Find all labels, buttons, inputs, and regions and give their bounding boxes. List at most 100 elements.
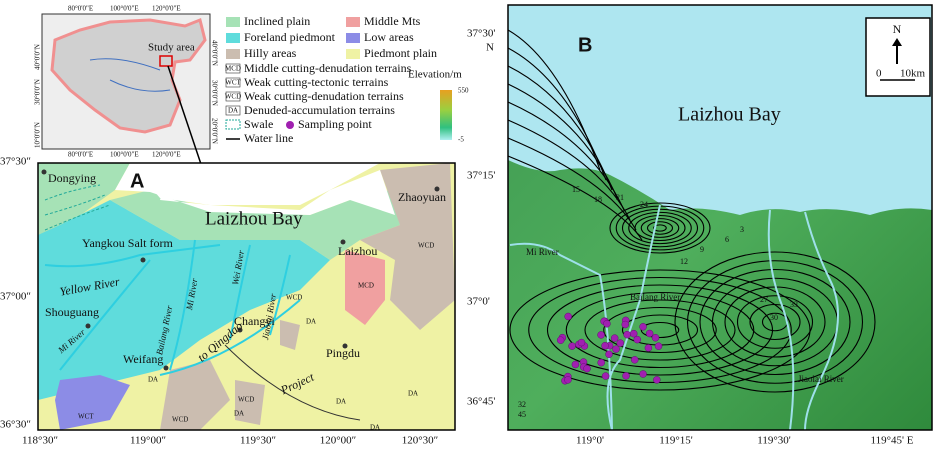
sampling-point: [577, 338, 586, 347]
sampling-point: [601, 342, 609, 350]
unit-code: WCD: [286, 294, 302, 302]
lon-label: 120°00″: [320, 435, 356, 447]
sampling-point: [610, 334, 619, 342]
unit-code: DA: [408, 390, 418, 398]
lon-label: 119°00″: [130, 435, 166, 447]
sampling-point: [616, 339, 625, 347]
place: Yangkou Salt form: [82, 236, 173, 250]
lat-label: 36°45': [467, 396, 495, 408]
contour-label: 21: [616, 193, 624, 202]
river-label: Bailang River: [630, 292, 680, 302]
legend-label: Foreland piedmont: [244, 30, 336, 44]
panel-label: B: [578, 34, 592, 56]
inset-lon: 120°0'0"E: [152, 151, 181, 159]
sampling-point: [564, 312, 572, 321]
inset-lat: 30°0'0"N: [210, 80, 218, 106]
lat-label: 37°15': [467, 170, 495, 182]
sampling-point: [612, 345, 620, 353]
contour-label: 12: [680, 257, 688, 266]
lon-label: 118°30″: [22, 435, 58, 447]
scale-end: 10km: [900, 68, 926, 80]
contour-label: 45: [518, 410, 526, 419]
inset-lon: 80°0'0"E: [68, 151, 93, 159]
sampling-point: [623, 330, 631, 339]
legend-label: Inclined plain: [244, 14, 310, 28]
unit-code: WCD: [238, 396, 254, 404]
legend-label: Denuded-accumulation terrains: [244, 103, 395, 117]
contour-line: [509, 269, 811, 391]
legend-label: Weak cutting-denudation terrains: [244, 89, 404, 103]
sampling-point: [633, 335, 642, 344]
sampling-point: [603, 320, 611, 328]
contour-line: [603, 306, 717, 354]
sampling-point: [639, 323, 647, 331]
contour-line: [507, 119, 631, 221]
inset-lat: 20°0'0"N: [210, 118, 218, 144]
contour-label: 15: [572, 185, 580, 194]
legend-label: Piedmont plain: [364, 46, 437, 60]
legend-label: Swale: [244, 117, 273, 131]
lon-label: 119°30': [757, 435, 790, 447]
inset-lon: 80°0'0"E: [68, 5, 93, 13]
contour-line: [736, 295, 814, 349]
scale-start: 0: [876, 68, 882, 80]
sampling-point: [597, 358, 605, 367]
contour-line: [646, 221, 674, 235]
legend-label: Weak cutting-tectonic terrains: [244, 75, 389, 89]
unit-code: DA: [148, 376, 158, 384]
lon-label: 120°30″: [402, 435, 438, 447]
panel-label: A: [130, 170, 144, 192]
contour-label: 6: [725, 235, 729, 244]
sampling-point: [622, 372, 630, 380]
inset-lon: 100°0'0"E: [110, 5, 139, 13]
contour-line: [565, 291, 755, 369]
contour-line: [507, 83, 619, 201]
lat-label: 36°30″: [0, 419, 31, 431]
place: Dongying: [48, 171, 96, 185]
map-b: B Laizhou Bay Mi River Bailang River Jia…: [467, 4, 933, 447]
contour-label: 33: [790, 300, 798, 309]
legend: Inclined plain Middle Mts Foreland piedm…: [225, 14, 469, 145]
contour-line: [640, 218, 680, 238]
inset-lon: 100°0'0"E: [110, 151, 139, 159]
lat-label: 37°30': [467, 28, 495, 40]
sampling-point: [629, 329, 638, 338]
contour-line: [628, 211, 692, 245]
contour-line: [584, 299, 736, 361]
unit-code: DA: [306, 318, 316, 326]
elevation-max: 550: [458, 87, 469, 95]
lon-label: 119°30″: [240, 435, 276, 447]
legend-code: DA: [228, 107, 238, 115]
sampling-point: [645, 329, 654, 338]
legend-code: MCD: [225, 65, 241, 73]
north-label: N: [893, 22, 902, 36]
contour-label: 9: [700, 245, 704, 254]
unit-code: DA: [336, 398, 346, 406]
sampling-point: [597, 331, 605, 339]
inset-lat: 30°0'0"N: [34, 79, 42, 105]
place: Laizhou: [338, 244, 377, 258]
legend-label: Hilly areas: [244, 46, 297, 60]
lon-label: 119°45' E: [871, 435, 914, 447]
contour-line: [609, 202, 711, 254]
place: Shouguang: [45, 305, 99, 319]
legend-label: Low areas: [364, 30, 414, 44]
inset-lat: 40°0'0"N: [210, 40, 218, 66]
contour-line: [507, 137, 637, 231]
contour-label: 30: [770, 313, 778, 322]
sampling-point: [651, 333, 660, 342]
lat-label: 37°30″: [0, 156, 31, 168]
sampling-point: [644, 344, 653, 352]
inset-lat: 40°0'0"N: [34, 44, 42, 70]
unit-code: DA: [234, 410, 244, 418]
unit-code: WCD: [418, 242, 434, 250]
sampling-point: [571, 360, 580, 369]
lat-label: 37°0': [467, 296, 490, 308]
inset-lon: 120°0'0"E: [152, 5, 181, 13]
legend-label: Middle cutting-denudation terrains: [244, 61, 412, 75]
legend-label: Middle Mts: [364, 14, 421, 28]
legend-label: Water line: [244, 131, 293, 145]
contour-line: [528, 276, 792, 384]
contour-line: [507, 155, 643, 241]
